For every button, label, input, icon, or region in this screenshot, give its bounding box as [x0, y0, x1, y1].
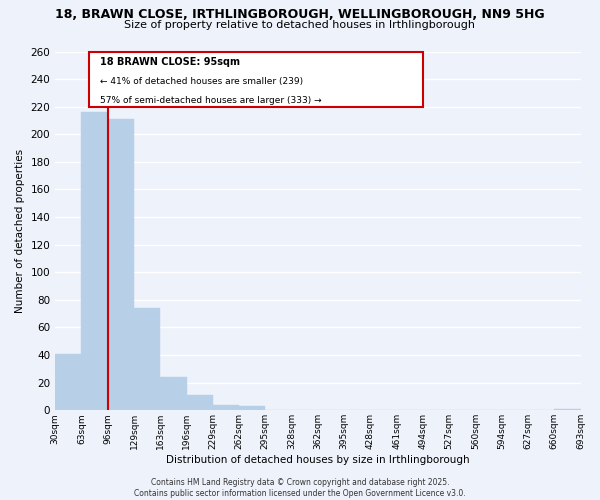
Bar [108, 119, 134, 410]
Bar [554, 409, 581, 410]
Bar [55, 354, 82, 410]
Text: 18, BRAWN CLOSE, IRTHLINGBOROUGH, WELLINGBOROUGH, NN9 5HG: 18, BRAWN CLOSE, IRTHLINGBOROUGH, WELLIN… [55, 8, 545, 20]
Bar [160, 377, 187, 410]
X-axis label: Distribution of detached houses by size in Irthlingborough: Distribution of detached houses by size … [166, 455, 470, 465]
Text: 18 BRAWN CLOSE: 95sqm: 18 BRAWN CLOSE: 95sqm [100, 57, 240, 67]
Bar [239, 406, 265, 410]
Bar [213, 405, 239, 410]
Bar [82, 112, 108, 410]
Text: ← 41% of detached houses are smaller (239): ← 41% of detached houses are smaller (23… [100, 76, 303, 86]
Text: 57% of semi-detached houses are larger (333) →: 57% of semi-detached houses are larger (… [100, 96, 322, 105]
Text: Contains HM Land Registry data © Crown copyright and database right 2025.
Contai: Contains HM Land Registry data © Crown c… [134, 478, 466, 498]
Bar [187, 395, 213, 410]
Bar [134, 308, 160, 410]
Text: Size of property relative to detached houses in Irthlingborough: Size of property relative to detached ho… [125, 20, 476, 30]
FancyBboxPatch shape [89, 52, 423, 107]
Y-axis label: Number of detached properties: Number of detached properties [15, 149, 25, 313]
